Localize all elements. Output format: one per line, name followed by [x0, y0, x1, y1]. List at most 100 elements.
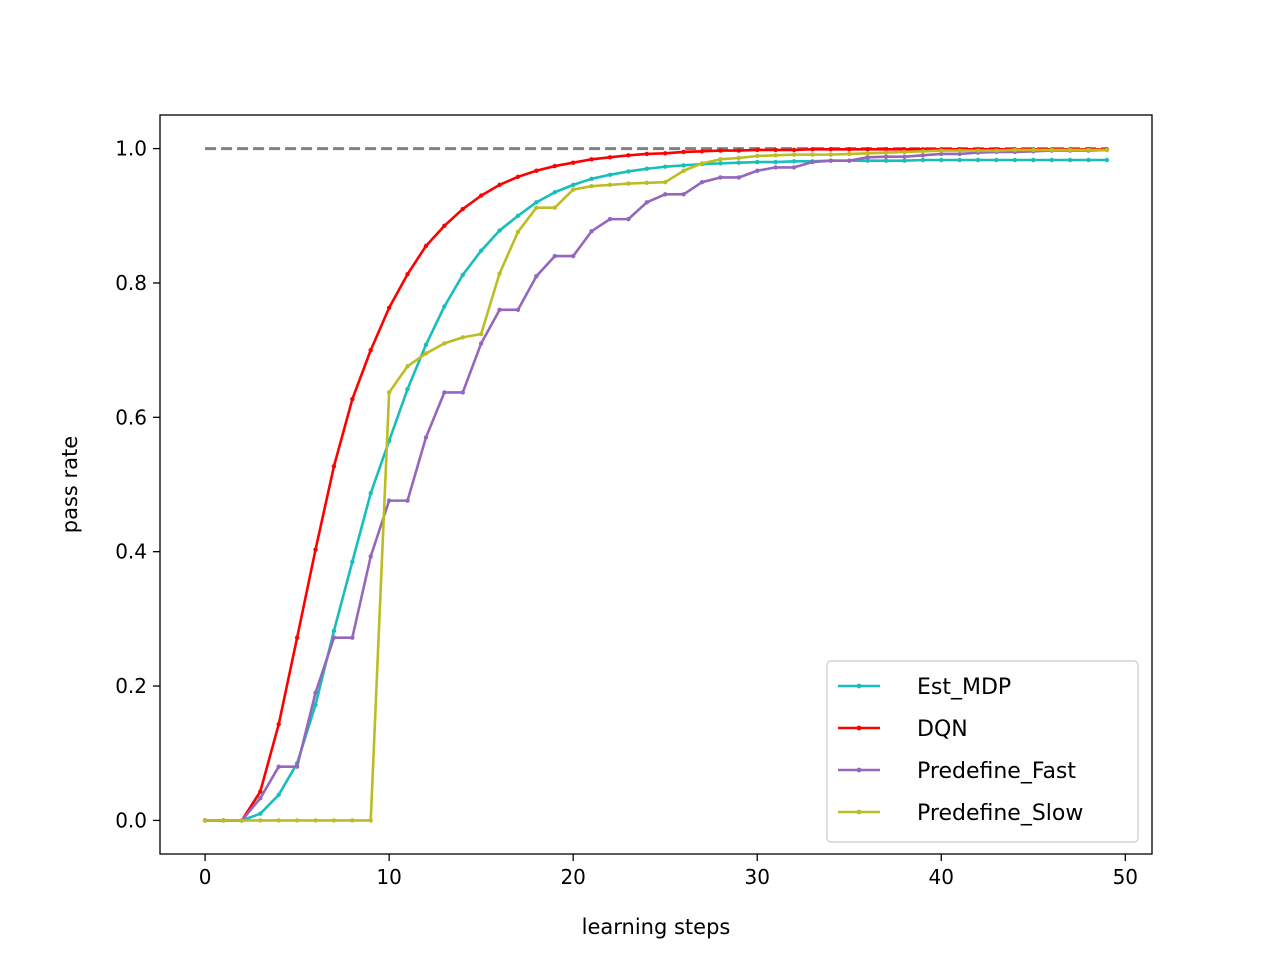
y-tick-label: 0.4 [115, 540, 147, 564]
data-point [368, 347, 373, 353]
data-point [607, 216, 613, 222]
data-point [865, 147, 870, 152]
data-point [1086, 157, 1091, 163]
x-axis-label: learning steps [582, 915, 731, 939]
data-point [313, 818, 318, 823]
data-point [442, 390, 447, 395]
data-point [681, 192, 686, 197]
data-point [294, 818, 300, 823]
data-point [810, 152, 815, 157]
data-point [570, 253, 576, 259]
data-point [607, 155, 613, 160]
data-point [405, 386, 410, 392]
data-point [239, 818, 245, 823]
legend-marker [856, 683, 862, 689]
data-point [313, 547, 318, 552]
data-point [460, 335, 465, 340]
data-point [957, 151, 962, 157]
data-point [699, 149, 705, 154]
data-point [350, 818, 355, 823]
data-point [442, 304, 447, 309]
data-point [663, 179, 668, 185]
data-point [607, 182, 613, 188]
data-point [405, 498, 410, 503]
x-tick-label: 30 [744, 865, 769, 889]
y-axis-ticks: 0.0 0.2 0.4 0.6 0.8 1.0 [115, 137, 160, 832]
data-point [589, 184, 594, 189]
data-point [460, 272, 465, 278]
data-point [626, 153, 631, 158]
data-point [920, 157, 926, 163]
data-point [497, 307, 502, 313]
data-point [386, 390, 392, 395]
legend-marker [856, 767, 862, 773]
data-point [736, 155, 742, 161]
data-point [939, 151, 944, 157]
x-tick-label: 10 [376, 865, 401, 889]
data-point [368, 818, 373, 823]
legend-box [826, 660, 1139, 843]
data-point [570, 187, 576, 192]
data-point [902, 149, 907, 155]
data-point [1049, 147, 1054, 153]
data-point [442, 341, 447, 346]
data-point [534, 200, 539, 205]
series-line [205, 148, 1107, 822]
data-point [423, 243, 429, 249]
data-point [515, 213, 521, 218]
data-point [736, 175, 742, 180]
x-tick-label: 0 [199, 865, 212, 889]
data-point [939, 148, 944, 153]
data-point [552, 253, 557, 259]
plot-frame [159, 114, 1153, 855]
data-point [883, 154, 889, 159]
data-point [847, 147, 852, 152]
data-point [350, 396, 355, 402]
data-point [405, 272, 410, 277]
data-point [828, 158, 834, 163]
data-point [644, 180, 649, 186]
legend-entry: Est_MDP [838, 675, 1011, 700]
data-point [1104, 157, 1110, 163]
data-point [644, 151, 649, 157]
data-point [957, 148, 962, 153]
data-point [718, 148, 723, 153]
data-point [313, 702, 318, 708]
data-point [276, 722, 281, 727]
data-point [386, 498, 392, 503]
data-point [478, 193, 484, 198]
data-point [276, 764, 281, 769]
data-point [1012, 157, 1018, 163]
data-point [534, 168, 539, 173]
data-point [828, 152, 834, 157]
data-point [699, 179, 705, 185]
data-point [331, 818, 337, 823]
data-point [663, 192, 668, 197]
legend-entry: DQN [838, 717, 968, 742]
data-point [258, 811, 263, 816]
data-point [681, 149, 686, 155]
data-point [1086, 147, 1091, 153]
series-line [205, 148, 1107, 822]
data-point [313, 690, 318, 695]
data-point [957, 157, 962, 163]
data-point [405, 364, 410, 369]
data-point [294, 764, 300, 769]
legend: Est_MDP DQN Predefine_Fast Predefine_Slow [826, 660, 1139, 843]
data-point [1104, 147, 1110, 153]
data-point [460, 206, 465, 212]
data-point [865, 158, 870, 163]
data-point [883, 147, 889, 152]
data-point [607, 172, 613, 177]
data-point [276, 792, 281, 798]
data-point [699, 161, 705, 166]
data-point [939, 157, 944, 163]
data-point [534, 205, 539, 210]
data-point [294, 635, 300, 640]
data-point [589, 157, 594, 162]
data-point [791, 147, 797, 153]
data-point [460, 390, 465, 395]
data-point [736, 148, 742, 153]
data-point [276, 818, 281, 823]
x-tick-label: 50 [1113, 865, 1138, 889]
